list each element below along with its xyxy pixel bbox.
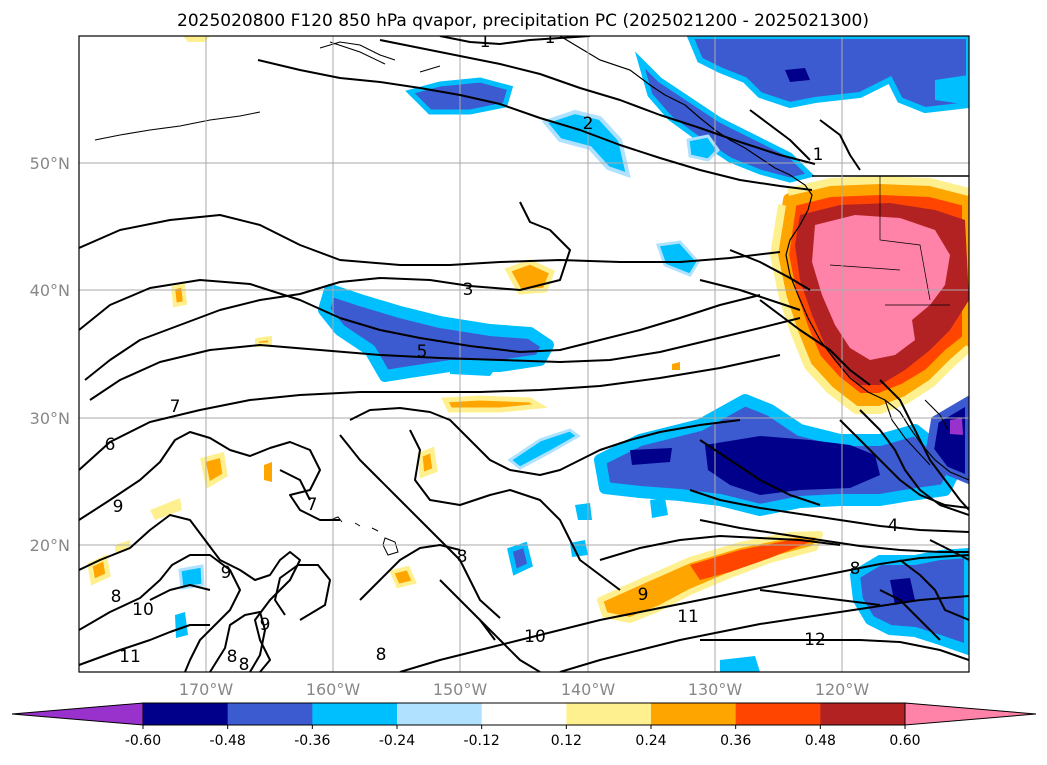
anomaly-region-blob-17 bbox=[507, 428, 581, 470]
lon-tick-label: 150°W bbox=[433, 680, 488, 699]
anomaly-region-blob-10 bbox=[150, 498, 182, 520]
colorbar-swatch bbox=[143, 703, 229, 725]
contour-label: 11 bbox=[119, 647, 141, 667]
map-title: 2025020800 F120 850 hPa qvapor, precipit… bbox=[177, 11, 869, 31]
colorbar-swatch bbox=[651, 703, 737, 725]
colorbar-swatch bbox=[566, 703, 652, 725]
contour-label: 9 bbox=[260, 615, 271, 635]
anomaly-region-band-east bbox=[450, 360, 500, 376]
lon-tick-label: 140°W bbox=[561, 680, 616, 699]
colorbar-tick-label: -0.36 bbox=[294, 733, 330, 749]
anomaly-region-blob-20 bbox=[720, 656, 760, 672]
contour-labels: 1 1 2 1 3 5 7 6 9 7 8 9 8 10 9 11 8 8 8 … bbox=[105, 28, 899, 675]
anomaly-region-blob-8 bbox=[255, 335, 272, 348]
colorbar-tick-label: 0.36 bbox=[720, 733, 751, 749]
contour-label: 9 bbox=[638, 585, 649, 605]
lon-tick-label: 130°W bbox=[688, 680, 743, 699]
anomaly-region-blob-12 bbox=[183, 36, 210, 42]
qvapor-contours bbox=[79, 36, 969, 672]
anomaly-region-blob-6 bbox=[389, 565, 417, 589]
contour-label: 8 bbox=[376, 645, 387, 665]
anomaly-region-blob-3 bbox=[417, 446, 438, 479]
coastline-north-america bbox=[559, 36, 969, 481]
colorbar: -0.60 -0.48 -0.36 -0.24 -0.12 0.12 0.24 0.36 0.4… bbox=[11, 702, 1037, 749]
anomaly-region-north-cyan-3 bbox=[686, 134, 720, 162]
colorbar-tick-label: 0.48 bbox=[805, 733, 836, 749]
lat-tick-labels: 50°N 40°N 30°N 20°N bbox=[30, 154, 70, 555]
anomaly-region-blob-18 bbox=[650, 498, 668, 518]
contour-label: 1 bbox=[813, 145, 824, 165]
lon-tick-labels: 170°W 160°W 150°W 140°W 130°W 120°W bbox=[179, 680, 870, 699]
lon-tick-label: 120°W bbox=[815, 680, 870, 699]
contour-label: 4 bbox=[888, 516, 899, 536]
anomaly-region-north-cyan-2 bbox=[541, 109, 631, 179]
anomaly-region-mexico-purple bbox=[950, 418, 963, 435]
contour-label: 7 bbox=[170, 397, 181, 417]
contour-label: 3 bbox=[463, 280, 474, 300]
contour-label: 6 bbox=[105, 435, 116, 455]
contour-label: 2 bbox=[583, 114, 594, 134]
colorbar-tick-label: 0.24 bbox=[635, 733, 666, 749]
contour-label: 8 bbox=[457, 547, 468, 567]
colorbar-swatch bbox=[735, 703, 821, 725]
anomaly-region-blob-5 bbox=[87, 554, 111, 586]
anomaly-region-dark-gulf bbox=[785, 68, 810, 82]
contour-label: 7 bbox=[307, 495, 318, 515]
colorbar-tick-label: -0.48 bbox=[210, 733, 246, 749]
colorbar-swatch bbox=[397, 703, 483, 725]
contour-label: 5 bbox=[417, 342, 428, 362]
colorbar-extend-high bbox=[904, 702, 1037, 726]
contour-label: 9 bbox=[221, 563, 232, 583]
contour-label: 8 bbox=[239, 655, 250, 675]
anomaly-region-blob-11 bbox=[264, 462, 272, 482]
anomaly-region-subtropical-dark bbox=[705, 436, 880, 495]
anomaly-region-gulf-alaska-light bbox=[935, 75, 969, 105]
contour-label: 9 bbox=[113, 497, 124, 517]
anomaly-region-subtropical-dark-2 bbox=[630, 448, 672, 465]
anomaly-region-blob-15 bbox=[178, 564, 205, 590]
hawaii-islands bbox=[329, 516, 399, 556]
colorbar-tick-label: -0.12 bbox=[464, 733, 500, 749]
anomaly-region-blob-7 bbox=[170, 282, 188, 308]
anomaly-region-gulf-alaska bbox=[686, 36, 969, 114]
contour-label: 10 bbox=[524, 627, 546, 647]
contour-label: 12 bbox=[804, 630, 826, 650]
colorbar-tick-label: -0.24 bbox=[379, 733, 415, 749]
contour-label: 11 bbox=[677, 607, 699, 627]
map-frame bbox=[78, 35, 970, 673]
contour-label: 8 bbox=[111, 587, 122, 607]
anomaly-region-blob-21 bbox=[575, 503, 592, 520]
anomaly-region-blob-22 bbox=[672, 362, 680, 370]
colorbar-extend-low bbox=[11, 702, 144, 726]
anomaly-region-blob-16 bbox=[175, 612, 188, 638]
colorbar-swatch bbox=[227, 703, 313, 725]
contour-label: 8 bbox=[227, 647, 238, 667]
anomaly-region-blob-13 bbox=[507, 541, 533, 576]
anomaly-region-west-us-pink bbox=[812, 215, 950, 360]
contour-label: 10 bbox=[132, 600, 154, 620]
anomaly-region-blob-14 bbox=[570, 540, 588, 557]
contour-label: 1 bbox=[480, 32, 491, 52]
lon-tick-label: 170°W bbox=[179, 680, 234, 699]
map-plot-area: 1 1 2 1 3 5 7 6 9 7 8 9 8 10 9 11 8 8 8 … bbox=[79, 28, 969, 675]
colorbar-tick-label: 0.12 bbox=[551, 733, 582, 749]
colorbar-tick-label: 0.60 bbox=[889, 733, 920, 749]
coastline-alaska-islands bbox=[94, 41, 441, 141]
colorbar-frame bbox=[142, 702, 906, 726]
lat-tick-label: 40°N bbox=[30, 281, 70, 300]
lon-tick-label: 160°W bbox=[306, 680, 361, 699]
colorbar-tick-label: -0.60 bbox=[125, 733, 161, 749]
lat-tick-label: 50°N bbox=[30, 154, 70, 173]
colorbar-swatch bbox=[820, 703, 906, 725]
lat-tick-label: 30°N bbox=[30, 409, 70, 428]
anomaly-region-se-band-red bbox=[690, 540, 815, 580]
colorbar-swatch bbox=[481, 703, 567, 725]
lat-tick-label: 20°N bbox=[30, 536, 70, 555]
coastline-baja bbox=[884, 399, 949, 466]
contour-label: 1 bbox=[545, 28, 556, 48]
colorbar-swatch bbox=[312, 703, 398, 725]
contour-label: 8 bbox=[850, 559, 861, 579]
anomaly-region-blob-2 bbox=[441, 395, 548, 413]
